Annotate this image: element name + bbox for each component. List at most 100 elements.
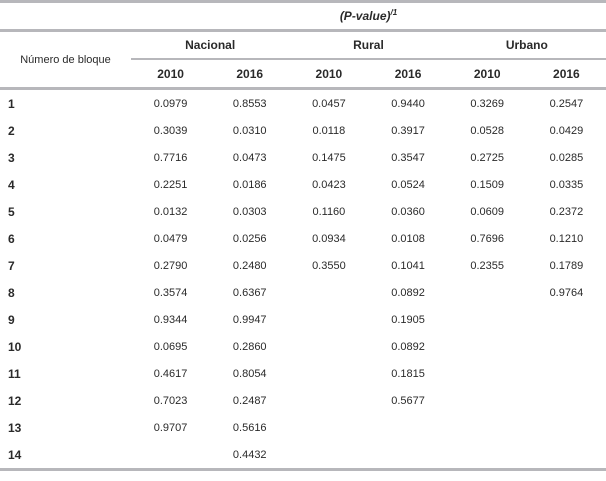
row-header-label: Número de bloque xyxy=(0,30,131,90)
p-value-cell: 0.5616 xyxy=(232,421,267,434)
footnote-marker: /1 xyxy=(390,8,398,17)
p-value-cell: 0.0934 xyxy=(312,232,346,245)
p-value-cell xyxy=(527,333,606,360)
table-title-text: (P-value) xyxy=(339,9,391,23)
p-value-cell xyxy=(448,441,527,470)
p-value-cell xyxy=(527,306,606,333)
p-value-cell xyxy=(289,360,368,387)
p-value-cell: 0.0118 xyxy=(312,124,346,137)
p-value-cell: 0.3917 xyxy=(391,124,425,137)
block-number: 14 xyxy=(8,447,22,462)
table-row: 7 0.2790 0.2480 0.3550 0.1041 0.2355 0.1789 xyxy=(0,252,606,279)
p-value-cell xyxy=(448,333,527,360)
year-header-urbano-2016: 2016 xyxy=(526,59,606,90)
p-value-cell xyxy=(289,414,368,441)
p-value-cell xyxy=(289,279,368,306)
p-value-cell: 0.1210 xyxy=(549,232,584,245)
p-value-cell xyxy=(448,387,527,414)
p-value-cell: 0.2355 xyxy=(470,259,505,272)
year-header-row: 2010 2016 2010 2016 2010 2016 xyxy=(0,59,606,90)
p-value-cell: 0.0310 xyxy=(232,124,267,137)
p-value-cell: 0.4617 xyxy=(153,367,188,380)
p-value-cell: 0.1905 xyxy=(391,313,425,326)
p-value-cell: 0.0285 xyxy=(549,151,584,164)
p-value-cell: 0.2860 xyxy=(232,340,267,353)
year-header-rural-2010: 2010 xyxy=(289,59,369,90)
p-value-cell: 0.7696 xyxy=(470,232,505,245)
p-value-cell: 0.0528 xyxy=(470,124,505,137)
block-number: 1 xyxy=(8,96,15,111)
p-value-cell: 0.6367 xyxy=(232,286,267,299)
p-value-cell xyxy=(368,441,447,470)
block-number: 3 xyxy=(8,150,15,165)
block-number: 10 xyxy=(8,339,22,354)
title-spacer xyxy=(0,1,131,32)
block-number: 6 xyxy=(8,231,15,246)
block-number: 5 xyxy=(8,204,15,219)
table-row: 8 0.3574 0.6367 0.0892 0.9764 xyxy=(0,279,606,306)
group-header-row: Número de bloque Nacional Rural Urbano xyxy=(0,30,606,90)
p-value-cell xyxy=(289,306,368,333)
year-header-urbano-2010: 2010 xyxy=(447,59,527,90)
p-value-cell: 0.2725 xyxy=(470,151,505,164)
p-value-cell xyxy=(448,306,527,333)
p-value-cell: 0.0132 xyxy=(153,205,188,218)
p-value-cell: 0.9707 xyxy=(153,421,188,434)
p-value-cell: 0.0423 xyxy=(312,178,346,191)
p-value-cell xyxy=(527,414,606,441)
p-value-cell xyxy=(527,360,606,387)
p-value-cell: 0.3269 xyxy=(470,97,505,110)
table-row: 14 0.4432 xyxy=(0,441,606,470)
p-value-cell xyxy=(368,414,447,441)
p-value-cell: 0.1815 xyxy=(391,367,425,380)
p-value-cell: 0.0256 xyxy=(232,232,267,245)
p-value-cell xyxy=(448,414,527,441)
block-number: 9 xyxy=(8,312,15,327)
block-number: 2 xyxy=(8,123,15,138)
p-value-cell: 0.9947 xyxy=(232,313,267,326)
p-value-cell: 0.0108 xyxy=(391,232,425,245)
p-value-cell: 0.4432 xyxy=(232,448,267,461)
p-value-cell: 0.3547 xyxy=(391,151,425,164)
table-row: 3 0.7716 0.0473 0.1475 0.3547 0.2725 0.0285 xyxy=(0,144,606,171)
p-value-cell: 0.0429 xyxy=(549,124,584,137)
p-value-cell: 0.1160 xyxy=(312,205,346,218)
block-number: 12 xyxy=(8,393,22,408)
p-value-cell: 0.1475 xyxy=(312,151,346,164)
p-value-cell: 0.0473 xyxy=(232,151,267,164)
table-row: 1 0.0979 0.8553 0.0457 0.9440 0.3269 0.2547 xyxy=(0,89,606,118)
table-row: 6 0.0479 0.0256 0.0934 0.0108 0.7696 0.1210 xyxy=(0,225,606,252)
p-value-cell: 0.0979 xyxy=(153,97,188,110)
title-row: (P-value)/1 xyxy=(0,1,606,32)
p-value-cell xyxy=(527,387,606,414)
p-value-cell: 0.1041 xyxy=(391,259,425,272)
p-value-cell: 0.0303 xyxy=(232,205,267,218)
p-value-cell xyxy=(448,360,527,387)
p-value-cell: 0.8054 xyxy=(232,367,267,380)
year-header-rural-2016: 2016 xyxy=(368,59,448,90)
p-value-cell: 0.2480 xyxy=(232,259,267,272)
group-header-urbano: Urbano xyxy=(447,30,606,60)
table-row: 12 0.7023 0.2487 0.5677 xyxy=(0,387,606,414)
block-number: 13 xyxy=(8,420,22,435)
p-value-cell: 0.7023 xyxy=(153,394,188,407)
table-row: 4 0.2251 0.0186 0.0423 0.0524 0.1509 0.0335 xyxy=(0,171,606,198)
p-value-cell: 0.7716 xyxy=(153,151,188,164)
year-header-nacional-2016: 2016 xyxy=(210,59,290,90)
p-value-cell: 0.8553 xyxy=(232,97,267,110)
table-row: 13 0.9707 0.5616 xyxy=(0,414,606,441)
table-row: 9 0.9344 0.9947 0.1905 xyxy=(0,306,606,333)
table-body: 1 0.0979 0.8553 0.0457 0.9440 0.3269 0.2547 2 0.… xyxy=(0,89,606,470)
p-value-cell: 0.3550 xyxy=(312,259,346,272)
group-header-nacional: Nacional xyxy=(131,30,290,60)
p-value-cell xyxy=(527,441,606,470)
p-value-cell: 0.9764 xyxy=(549,286,584,299)
table-row: 2 0.3039 0.0310 0.0118 0.3917 0.0528 0.0429 xyxy=(0,117,606,144)
p-value-cell: 0.0457 xyxy=(312,97,346,110)
p-value-table: (P-value)/1 Número de bloque Nacional Ru… xyxy=(0,0,606,471)
p-value-cell xyxy=(448,279,527,306)
table-title: (P-value)/1 xyxy=(131,1,606,32)
p-value-cell: 0.0479 xyxy=(153,232,188,245)
p-value-cell xyxy=(289,441,368,470)
